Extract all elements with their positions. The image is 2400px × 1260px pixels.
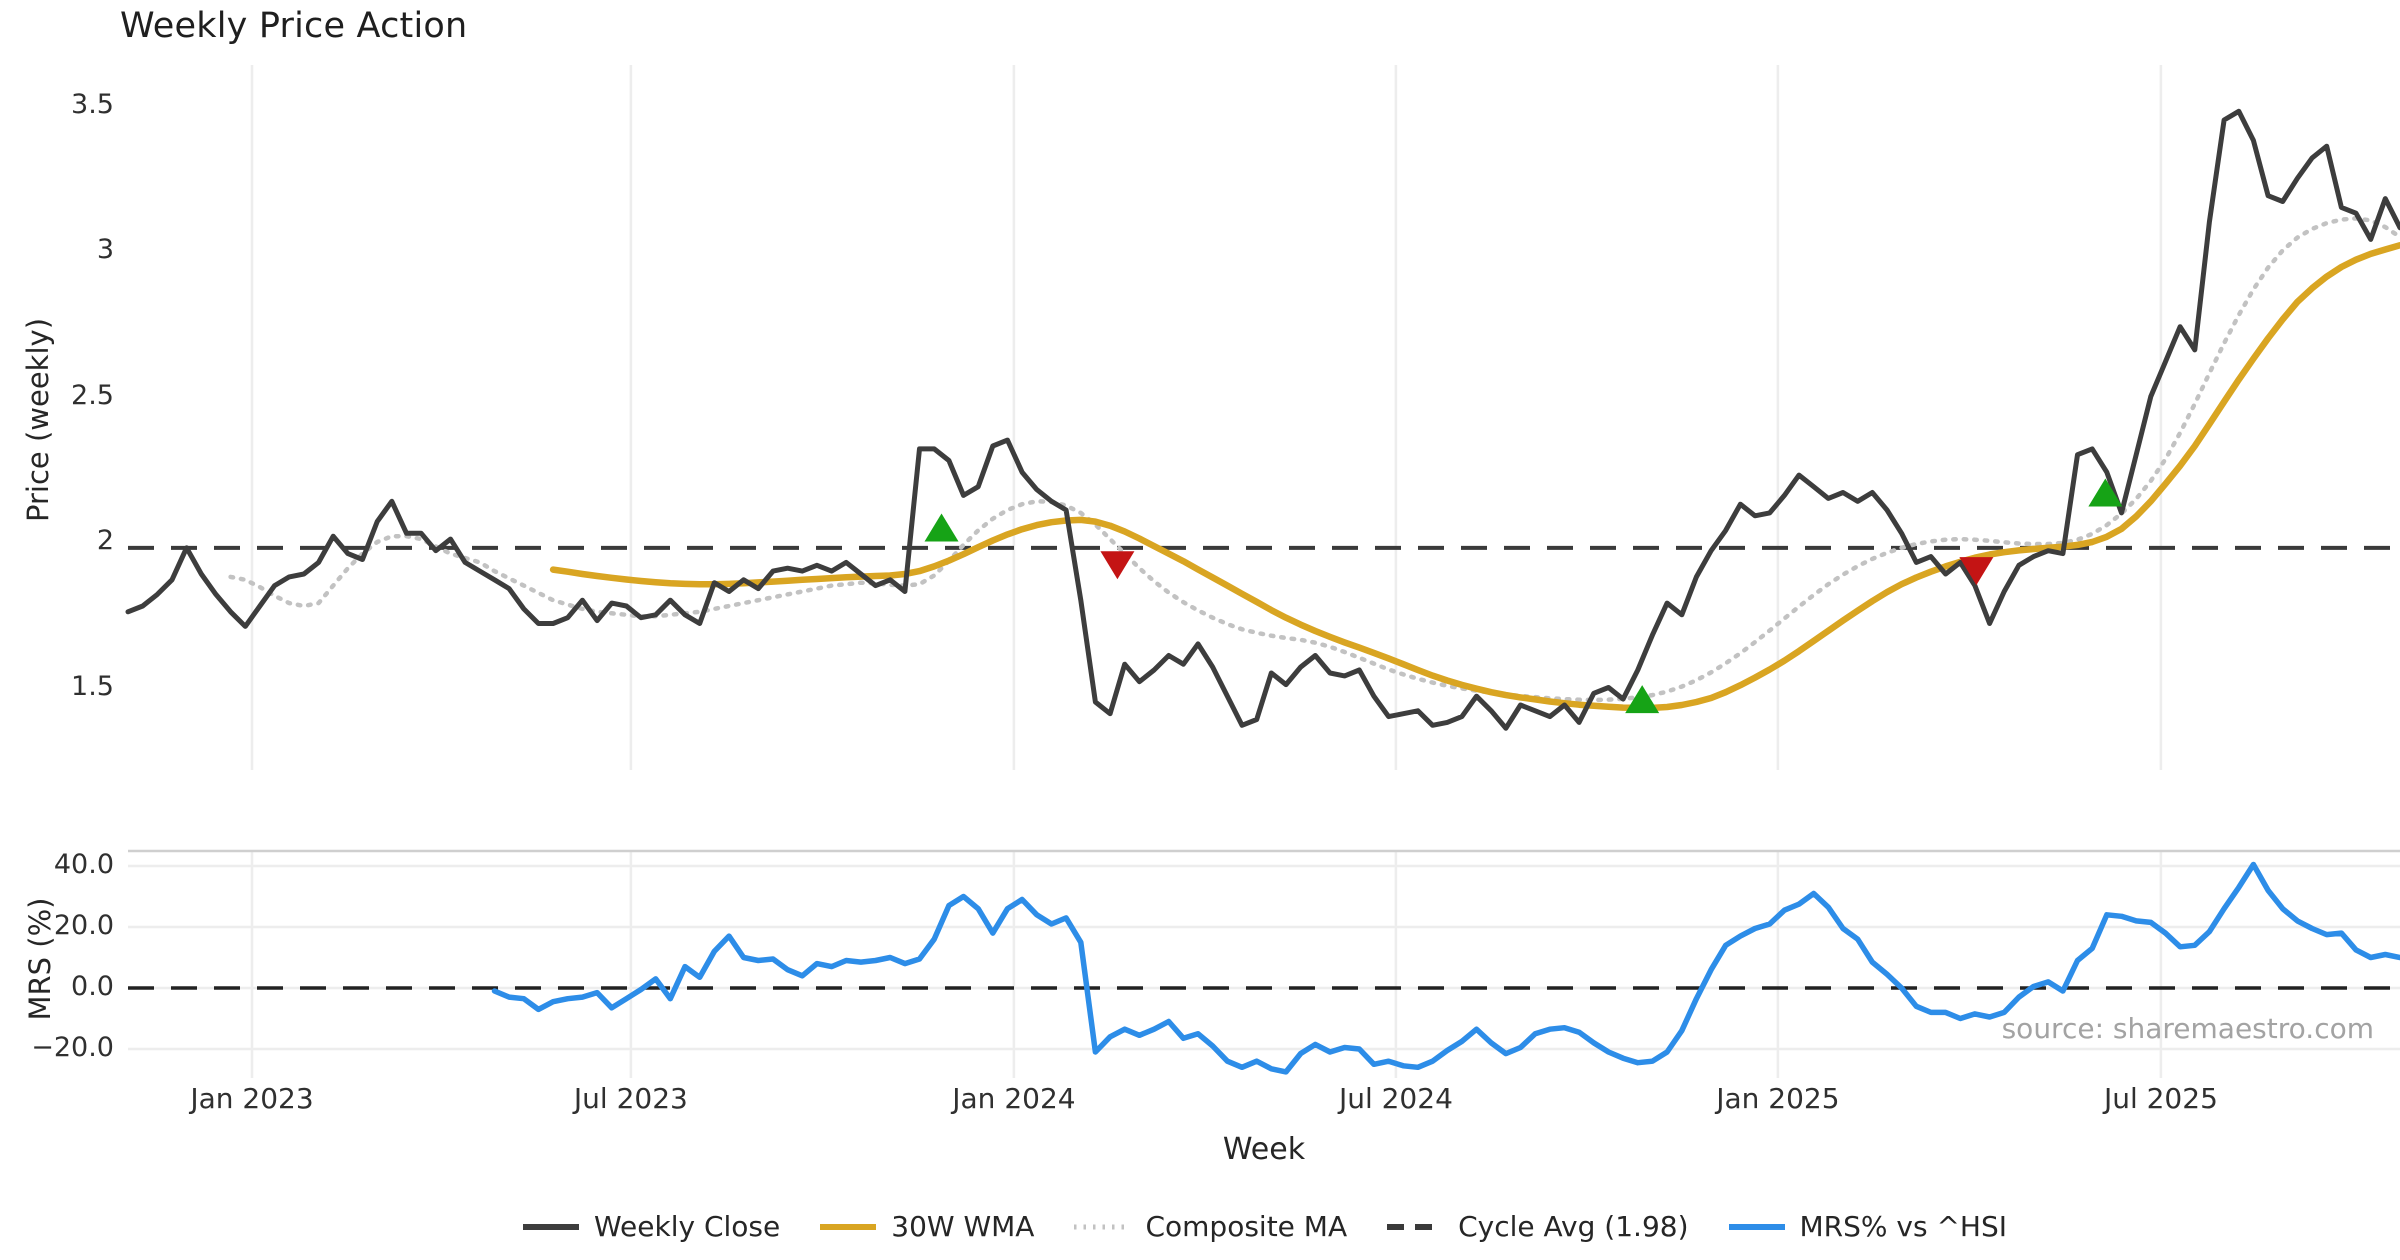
price-tick-label: 1.5 <box>71 670 114 702</box>
x-tick-label: Jan 2024 <box>952 1082 1076 1115</box>
legend-line-sample <box>1728 1223 1785 1230</box>
legend-line-sample <box>820 1223 877 1230</box>
legend-item-composite-ma: Composite MA <box>1072 1210 1347 1243</box>
mrs-tick-label: 40.0 <box>53 849 114 880</box>
legend-item-30w-wma: 30W WMA <box>818 1210 1034 1243</box>
legend-line-sample <box>523 1223 579 1230</box>
legend-line-sample <box>1387 1223 1444 1230</box>
mrs-tick-label: −20.0 <box>31 1032 114 1063</box>
legend-item-mrs-vs-hsi: MRS% vs ^HSI <box>1727 1210 2008 1243</box>
legend-label: Composite MA <box>1145 1210 1348 1243</box>
buy-signal-marker <box>1625 685 1660 714</box>
mrs-tick-label: 20.0 <box>53 910 114 941</box>
price-tick-label: 3 <box>96 234 114 265</box>
legend-item-cycle-avg-1-98: Cycle Avg (1.98) <box>1385 1210 1689 1243</box>
price-axis-label: Price (weekly) <box>21 317 55 522</box>
week-axis-label: Week <box>1222 1132 1306 1167</box>
buy-signal-marker <box>924 513 959 542</box>
mrs-tick-label: 0.0 <box>71 971 114 1002</box>
x-tick-label: Jul 2025 <box>2103 1082 2218 1115</box>
legend-label: 30W WMA <box>891 1210 1035 1243</box>
x-tick-label: Jul 2024 <box>1338 1082 1453 1115</box>
price-tick-label: 2 <box>96 525 114 556</box>
mrs-axis-label: MRS (%) <box>23 897 57 1021</box>
legend-line-sample <box>1074 1224 1131 1229</box>
buy-signal-marker <box>2088 478 2123 507</box>
legend-item-weekly-close: Weekly Close <box>521 1210 780 1243</box>
x-tick-label: Jan 2023 <box>190 1082 314 1115</box>
legend-label: Weekly Close <box>594 1210 781 1243</box>
legend-label: MRS% vs ^HSI <box>1799 1210 2008 1243</box>
price-tick-label: 2.5 <box>71 379 114 411</box>
price-tick-label: 3.5 <box>71 88 114 120</box>
sell-signal-marker <box>1959 557 1994 586</box>
x-tick-label: Jul 2023 <box>573 1082 688 1115</box>
legend: Weekly Close 30W WMA Composite MA Cycle Avg… <box>521 1210 2007 1243</box>
source-note: source: sharemaestro.com <box>2001 1012 2374 1045</box>
sell-signal-marker <box>1100 551 1135 580</box>
x-tick-label: Jan 2025 <box>1716 1082 1840 1115</box>
chart-title: Weekly Price Action <box>120 6 468 46</box>
legend-label: Cycle Avg (1.98) <box>1458 1210 1689 1243</box>
